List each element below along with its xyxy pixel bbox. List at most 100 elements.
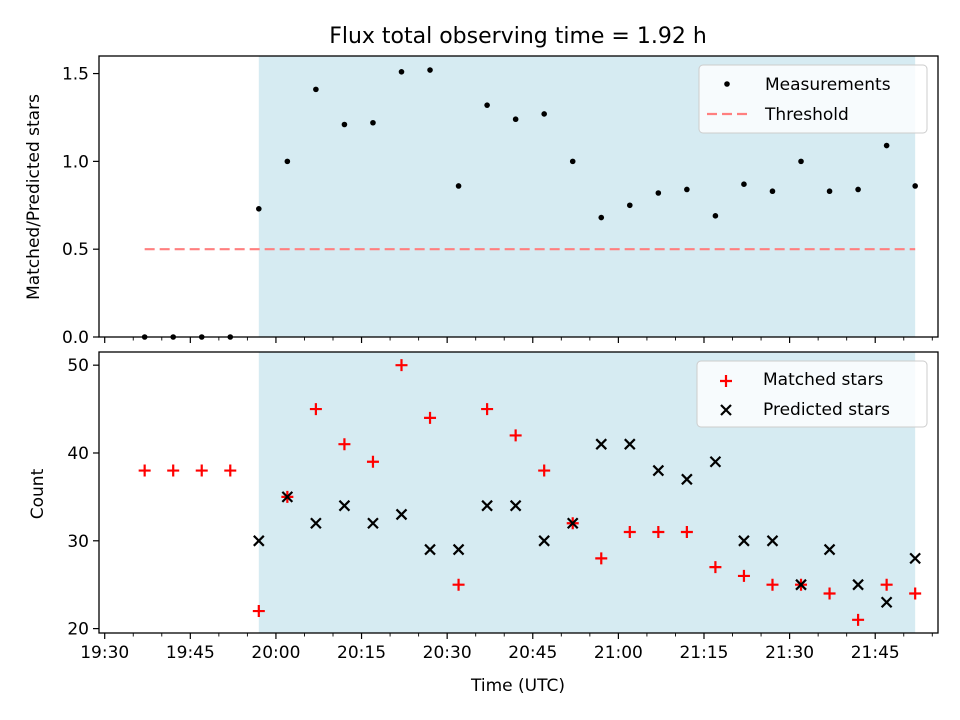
measurement-point — [912, 183, 918, 189]
legend-measurements-label: Measurements — [765, 75, 891, 95]
legend-matched-marker — [720, 375, 732, 387]
measurement-point — [370, 119, 376, 126]
y-tick-label: 30 — [67, 532, 89, 552]
measurement-point — [826, 188, 833, 195]
measurement-point — [598, 214, 605, 221]
matched-star-point — [395, 359, 408, 372]
predicted-star-point — [566, 517, 579, 530]
matched-star-point — [424, 411, 437, 424]
matched-star-point — [538, 464, 551, 477]
measurement-point — [256, 205, 262, 212]
matched-star-point — [252, 605, 265, 618]
predicted-star-point — [253, 535, 265, 547]
measurement-point — [655, 190, 662, 196]
measurement-point — [398, 69, 405, 75]
predicted-star-point — [452, 543, 465, 556]
predicted-star-point — [367, 517, 379, 530]
matched-star-point — [909, 587, 922, 600]
measurement-point — [512, 116, 519, 123]
y-tick-label: 20 — [67, 620, 89, 640]
top-plot-frame — [98, 55, 939, 338]
chart-title: Flux total observing time = 1.92 h — [329, 24, 707, 49]
predicted-star-point — [281, 491, 294, 503]
measurement-point — [569, 158, 576, 165]
x-tick-label: 21:30 — [765, 643, 814, 663]
y-tick-label: 0.5 — [62, 240, 89, 260]
x-tick-label: 19:45 — [166, 643, 215, 663]
bottom-legend-box — [696, 360, 928, 428]
matched-star-point — [167, 464, 180, 477]
legend-predicted-marker — [720, 404, 732, 416]
predicted-star-point — [738, 535, 750, 547]
matched-star-point — [509, 429, 522, 442]
bottom-plot-frame — [98, 351, 939, 634]
measurement-point — [341, 121, 348, 128]
predicted-star-point — [880, 596, 893, 609]
measurement-point — [313, 86, 319, 93]
matched-star-point — [195, 464, 208, 477]
predicted-star-point — [681, 473, 693, 486]
predicted-star-point — [795, 578, 807, 591]
y-tick-label: 40 — [67, 444, 89, 464]
predicted-star-point — [538, 535, 550, 547]
predicted-star-point — [909, 552, 921, 565]
matched-star-point — [481, 403, 494, 416]
matched-star-point — [680, 526, 693, 539]
y-tick-label: 1.0 — [62, 152, 89, 172]
matched-star-point — [366, 455, 379, 468]
x-tick-label: 20:45 — [508, 643, 557, 663]
predicted-star-point — [852, 578, 864, 591]
predicted-star-point — [310, 517, 322, 530]
legend-threshold-label: Threshold — [764, 105, 849, 125]
measurement-point — [684, 186, 690, 193]
matched-star-point — [595, 552, 608, 565]
x-tick-label: 21:15 — [679, 643, 728, 663]
top-legend: Measurements Threshold — [698, 64, 928, 134]
matched-star-point — [224, 464, 237, 477]
predicted-star-point — [652, 464, 665, 477]
matched-star-point — [452, 578, 465, 591]
matched-star-point — [138, 464, 151, 477]
predicted-star-point — [766, 535, 779, 547]
measurement-point — [798, 158, 804, 165]
predicted-star-point — [595, 438, 608, 450]
predicted-star-point — [624, 438, 636, 450]
matched-star-point — [823, 587, 836, 600]
matched-star-point — [737, 569, 750, 582]
legend-predicted-label: Predicted stars — [763, 400, 890, 420]
predicted-star-point — [509, 499, 522, 512]
matched-star-point — [652, 526, 665, 539]
measurement-point — [427, 67, 433, 73]
measurement-point — [541, 111, 547, 117]
x-tick-label: 20:00 — [251, 643, 300, 663]
matched-star-point — [709, 561, 722, 574]
top-legend-box — [698, 64, 928, 134]
top-ylabel: Matched/Predicted stars — [24, 94, 44, 300]
bottom-xlabel: Time (UTC) — [470, 676, 565, 696]
bottom-legend: Matched stars Predicted stars — [696, 360, 928, 428]
predicted-star-point — [481, 499, 493, 512]
matched-star-point — [338, 438, 351, 451]
matched-star-point — [766, 578, 779, 591]
x-tick-label: 20:30 — [423, 643, 472, 663]
y-tick-label: 1.5 — [62, 65, 89, 85]
measurement-point — [855, 186, 861, 193]
y-tick-label: 50 — [67, 356, 89, 376]
measurement-point — [769, 188, 776, 195]
bottom-panel: Count Time (UTC) 20 30 40 50 19:30 19:45 20:0… — [28, 351, 939, 696]
measurement-point — [284, 158, 291, 165]
y-tick-label: 0.0 — [62, 328, 89, 348]
top-panel: Matched/Predicted stars 0.0 0.5 1.0 1.5 Mea… — [24, 55, 939, 348]
predicted-star-point — [395, 508, 408, 521]
measurement-point — [455, 183, 462, 189]
x-tick-label: 20:15 — [337, 643, 386, 663]
matched-star-point — [852, 613, 865, 626]
measurement-point — [626, 202, 633, 209]
x-tick-label: 21:45 — [851, 643, 900, 663]
measurement-point — [883, 142, 890, 149]
x-tick-label: 21:00 — [594, 643, 643, 663]
matched-star-point — [623, 526, 636, 539]
predicted-star-point — [709, 455, 722, 468]
bottom-ylabel: Count — [28, 468, 48, 519]
x-tick-label: 19:30 — [80, 643, 129, 663]
